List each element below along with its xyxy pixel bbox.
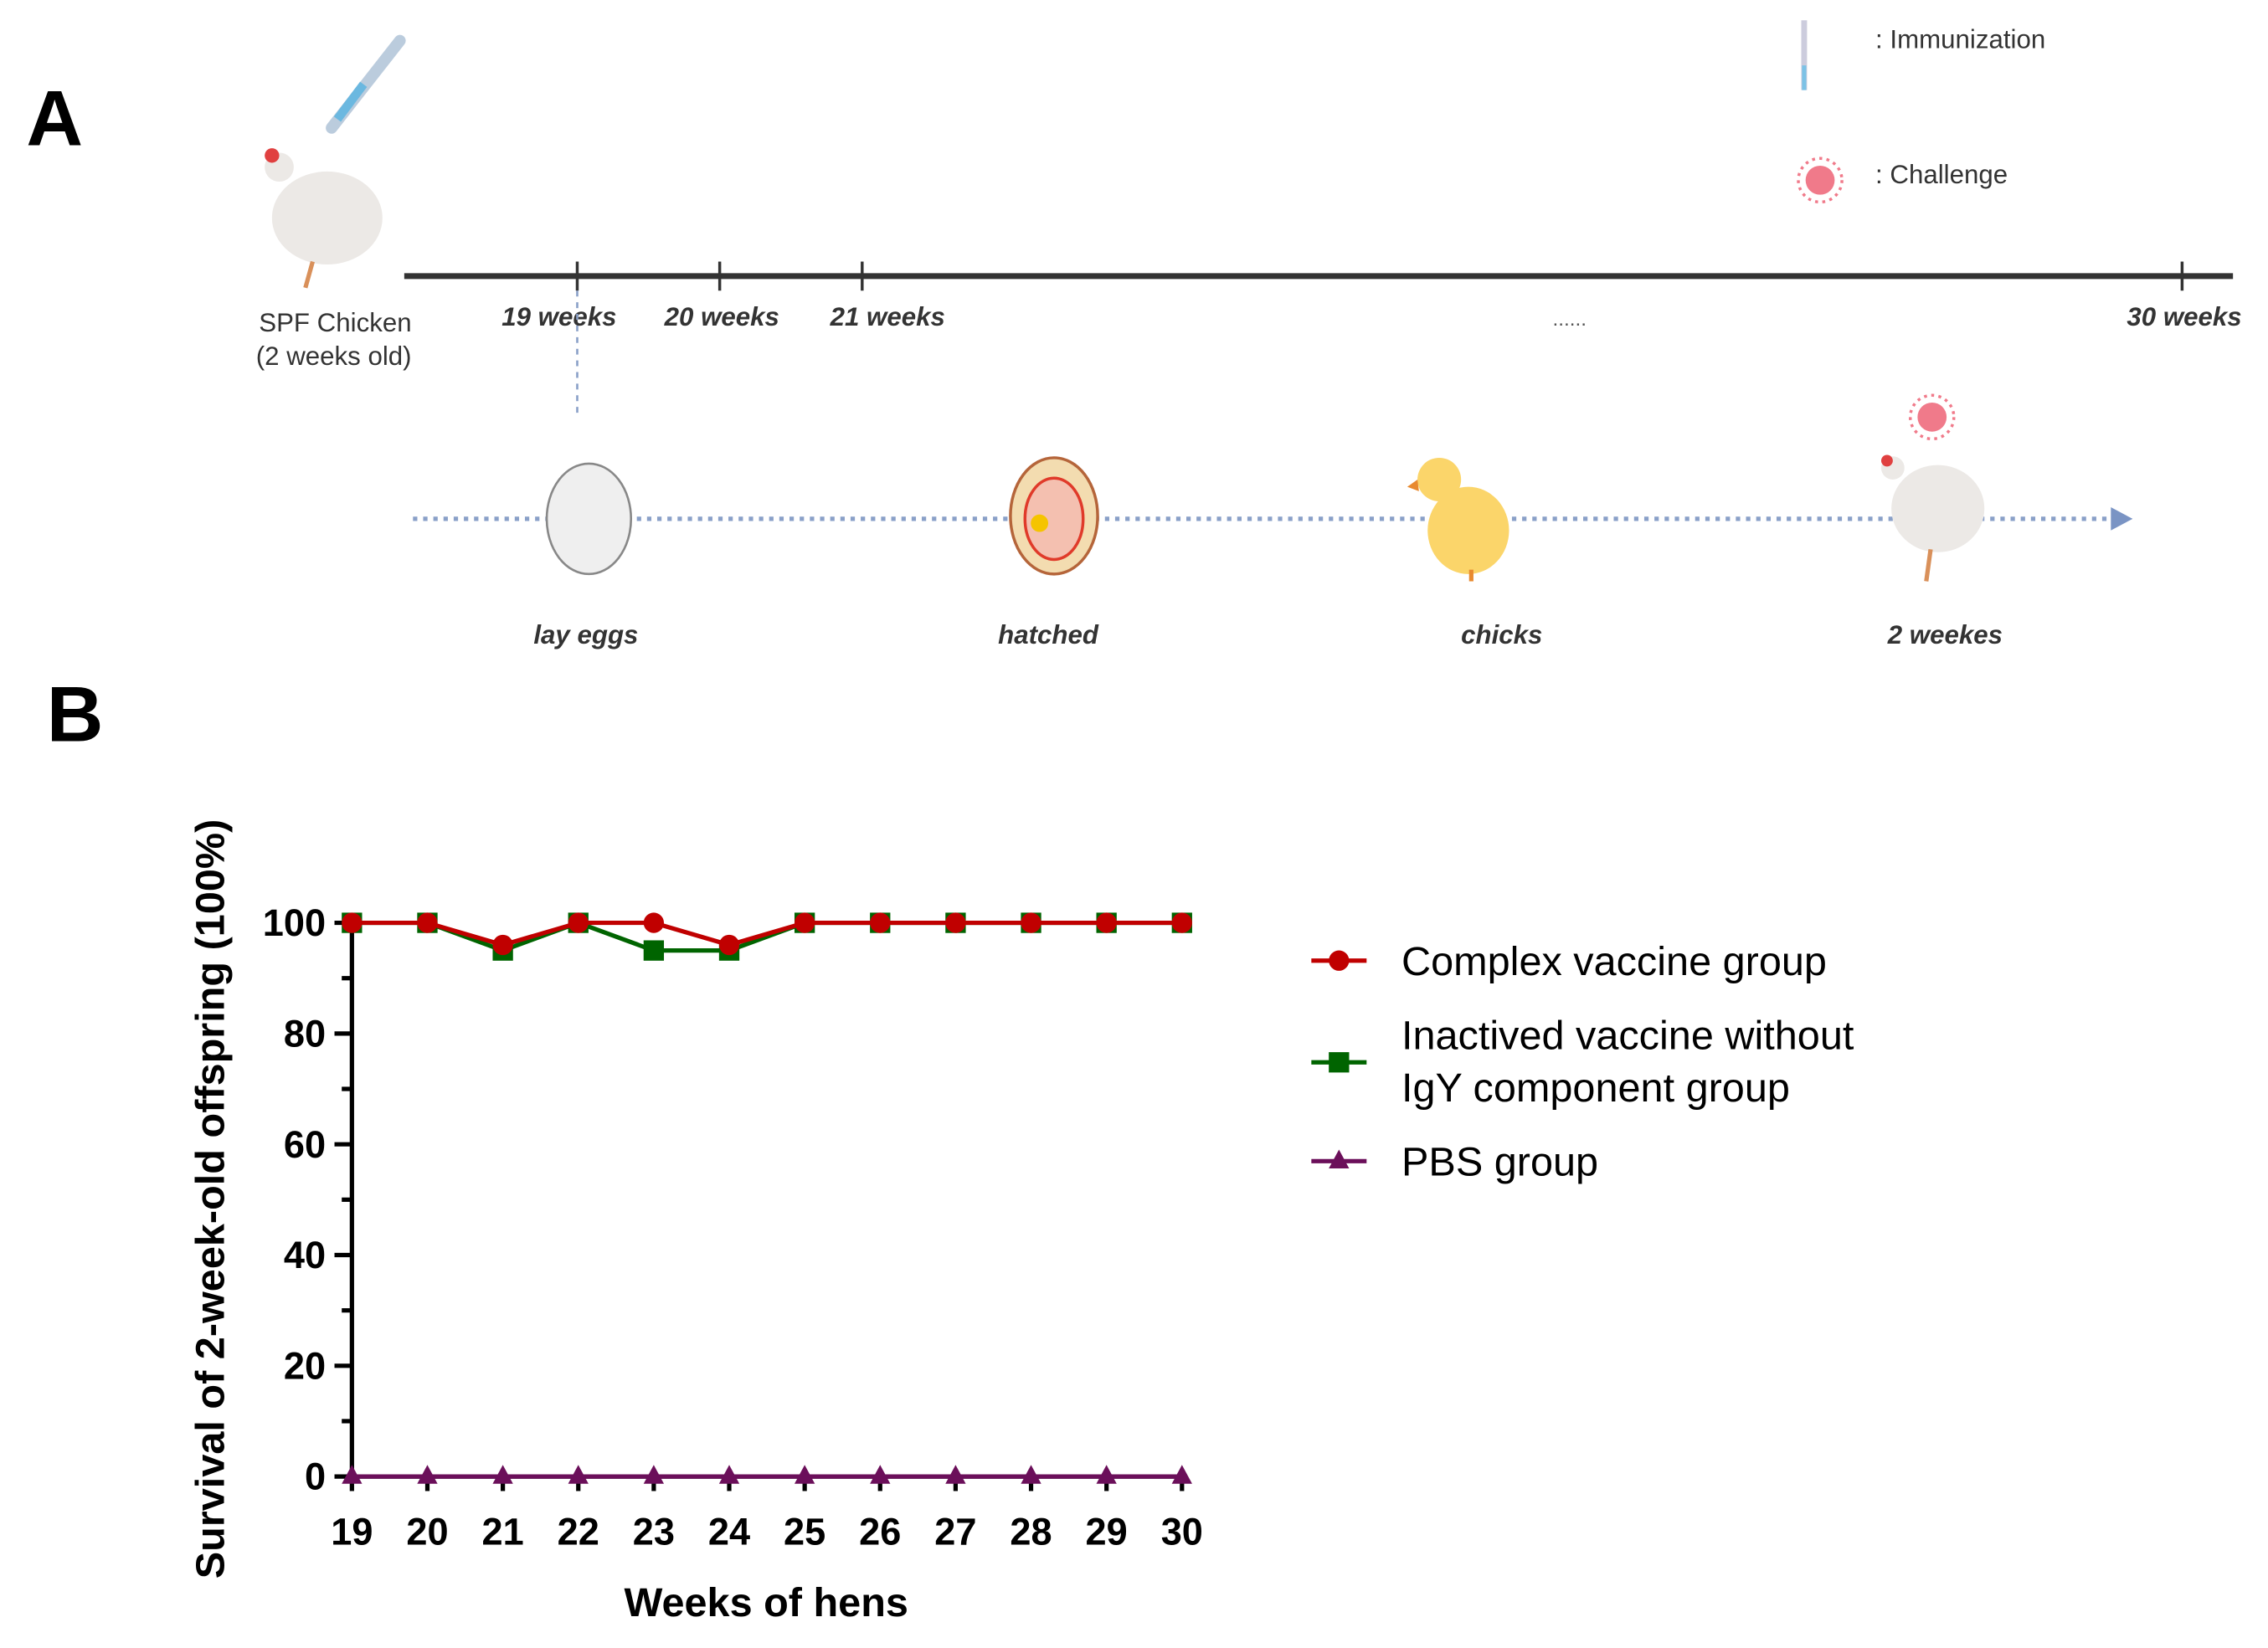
data-point-circle [1021, 912, 1041, 933]
data-point-triangle [342, 1465, 363, 1484]
legend-marker-triangle [1329, 1149, 1350, 1169]
stage-chicks: chicks [1461, 620, 1542, 649]
y-tick-label: 100 [263, 901, 326, 944]
data-point-triangle [492, 1465, 513, 1484]
data-point-triangle [870, 1465, 891, 1484]
data-point-circle [492, 934, 513, 956]
challenge-legend-text: : Challenge [1875, 160, 2008, 189]
arrow-head-icon [2111, 506, 2133, 531]
legend-marker-circle [1329, 950, 1350, 971]
stage-2-weekes: 2 weekes [1887, 620, 2003, 649]
start-label-line1: SPF Chicken [259, 308, 411, 337]
tick-21-weeks: 21 weeks [830, 302, 945, 331]
data-point-circle [870, 912, 891, 933]
x-tick-label: 24 [708, 1511, 750, 1553]
egg-icon [545, 462, 633, 576]
data-point-circle [643, 912, 665, 933]
chick-icon [1407, 457, 1509, 582]
panel-a-label: A [26, 74, 83, 162]
x-tick-label: 21 [482, 1511, 524, 1553]
x-tick-label: 23 [633, 1511, 675, 1553]
immunization-legend-text: : Immunization [1875, 24, 2045, 54]
chart-legend [1311, 950, 1367, 1169]
y-tick-label: 20 [284, 1344, 326, 1387]
data-point-circle [718, 934, 740, 956]
x-tick-label: 28 [1010, 1511, 1052, 1553]
legend-label-pbs: PBS group [1401, 1140, 1598, 1185]
data-point-circle [342, 912, 363, 933]
x-axis-label: Weeks of hens [624, 1580, 908, 1625]
data-point-triangle [945, 1465, 966, 1484]
x-tick-label: 20 [406, 1511, 448, 1553]
timeline-ellipsis: ...... [1553, 308, 1587, 331]
stage-hatched: hatched [998, 620, 1099, 649]
data-point-triangle [643, 1465, 665, 1484]
legend-label-complex: Complex vaccine group [1401, 939, 1827, 984]
data-point-triangle [568, 1465, 589, 1484]
x-tick-label: 26 [859, 1511, 901, 1553]
y-tick-label: 0 [305, 1455, 326, 1498]
y-tick-label: 80 [284, 1013, 326, 1055]
data-point-triangle [718, 1465, 740, 1484]
survival-chart: 0 20 40 60 80 100 19 20 21 22 23 24 25 26 27 28 29 30 [263, 901, 1203, 1553]
data-point-triangle [1021, 1465, 1041, 1484]
tick-19-weeks: 19 weeks [501, 302, 616, 331]
data-point-circle [945, 912, 966, 933]
tick-20-weeks: 20 weeks [664, 302, 779, 331]
legend-label-inactived-line2: IgY component group [1401, 1065, 1790, 1111]
data-point-circle [794, 912, 815, 933]
y-axis-label: Survival of 2-week-old offspring (100%) [188, 819, 234, 1579]
challenge-virus-icon [1908, 393, 1956, 441]
data-point-triangle [1096, 1465, 1117, 1484]
x-tick-label: 25 [784, 1511, 825, 1553]
start-label-line2: (2 weeks old) [256, 341, 412, 371]
virus-icon [1797, 157, 1844, 204]
data-point-triangle [794, 1465, 815, 1484]
embryo-icon [1009, 456, 1099, 576]
y-tick-label: 40 [284, 1234, 326, 1276]
x-tick-label: 27 [934, 1511, 976, 1553]
hen-2-weeks-icon [1880, 454, 1985, 582]
legend-label-inactived-line1: Inactived vaccine without [1401, 1014, 1854, 1059]
tick-30-weeks: 30 weeks [2127, 302, 2241, 331]
y-tick-label: 60 [284, 1123, 326, 1166]
data-point-square [643, 940, 665, 961]
data-point-circle [1171, 912, 1192, 933]
x-tick-label: 22 [558, 1511, 599, 1553]
legend-marker-square [1329, 1052, 1350, 1073]
data-point-circle [568, 912, 589, 933]
x-tick-label: 30 [1161, 1511, 1203, 1553]
data-point-circle [417, 912, 438, 933]
x-tick-label: 19 [331, 1511, 373, 1553]
x-tick-label: 29 [1086, 1511, 1128, 1553]
hen-icon [265, 148, 383, 289]
panel-b-label: B [47, 670, 104, 758]
stage-lay-eggs: lay eggs [533, 620, 638, 649]
syringe-icon [326, 34, 406, 134]
data-point-triangle [417, 1465, 438, 1484]
data-point-circle [1096, 912, 1117, 933]
series-line-circle [352, 920, 1182, 947]
data-point-triangle [1171, 1465, 1192, 1484]
